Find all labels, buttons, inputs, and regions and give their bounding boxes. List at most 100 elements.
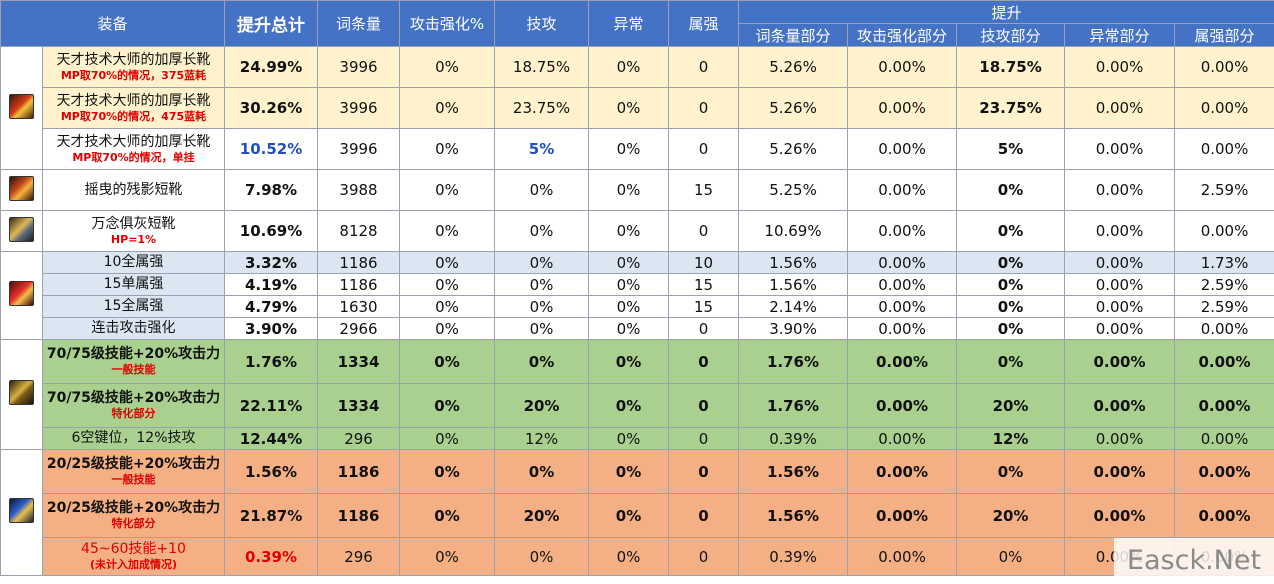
atk-cell: 0% — [399, 383, 496, 428]
skill-cell: 0% — [494, 317, 590, 340]
entries-cell: 2966 — [317, 317, 401, 340]
element-cell: 0 — [668, 46, 740, 88]
element-cell: 15 — [668, 295, 740, 318]
header-entries-part: 词条量部分 — [738, 23, 849, 47]
equipment-name: 20/25级技能+20%攻击力 — [46, 456, 221, 472]
abnormal-cell: 0% — [588, 317, 670, 340]
total-boost-cell: 30.26% — [224, 87, 319, 129]
element-part-cell: 0.00% — [1174, 427, 1274, 450]
equipment-note: 一般技能 — [111, 473, 156, 486]
table-row: 20/25级技能+20%攻击力 一般技能 1.56% 1186 0% 0% 0% 0 1.56%… — [0, 449, 1274, 576]
skill-cell: 0% — [494, 295, 590, 318]
equipment-name: 70/75级技能+20%攻击力 — [46, 346, 221, 362]
atk-part-cell: 0.00% — [847, 383, 958, 428]
entries-cell: 1186 — [317, 273, 401, 296]
total-boost-cell: 0.39% — [224, 537, 319, 576]
atk-cell: 0% — [399, 87, 496, 129]
abnormal-part-cell: 0.00% — [1064, 449, 1176, 494]
atk-cell: 0% — [399, 427, 496, 450]
skill-cell: 12% — [494, 427, 590, 450]
total-boost-cell: 4.19% — [224, 273, 319, 296]
shoes-icon — [9, 175, 34, 201]
icon-cell — [0, 46, 43, 170]
abnormal-part-cell: 0.00% — [1064, 46, 1176, 88]
skill-cell: 18.75% — [494, 46, 590, 88]
equipment-note: 特化部分 — [111, 407, 156, 420]
equipment-name: 连击攻击强化 — [91, 320, 176, 336]
header-atk: 攻击强化% — [399, 0, 496, 47]
abnormal-cell: 0% — [588, 210, 670, 252]
entries-part-cell: 1.76% — [738, 383, 849, 428]
entries-part-cell: 2.14% — [738, 295, 849, 318]
abnormal-part-cell: 0.00% — [1064, 295, 1176, 318]
table-row: 天才技术大师的加厚长靴 MP取70%的情况，375蓝耗 24.99% 3996 0% 18… — [0, 46, 1274, 170]
skill-cell: 0% — [494, 449, 590, 494]
total-boost-cell: 7.98% — [224, 169, 319, 211]
element-cell: 15 — [668, 169, 740, 211]
equipment-name-cell: 20/25级技能+20%攻击力 一般技能 — [41, 449, 226, 494]
entries-part-cell: 5.26% — [738, 128, 849, 170]
equipment-name: 6空键位，12%技攻 — [71, 430, 196, 446]
element-part-cell: 2.59% — [1174, 295, 1274, 318]
equipment-name-cell: 20/25级技能+20%攻击力 特化部分 — [41, 493, 226, 538]
abnormal-part-cell: 0.00% — [1064, 383, 1176, 428]
skill-part-cell: 5% — [956, 128, 1066, 170]
atk-part-cell: 0.00% — [847, 537, 958, 576]
skill-part-cell: 0% — [956, 210, 1066, 252]
entries-part-cell: 0.39% — [738, 427, 849, 450]
skill-part-cell: 0% — [956, 449, 1066, 494]
equipment-name-cell: 70/75级技能+20%攻击力 特化部分 — [41, 383, 226, 428]
entries-cell: 1186 — [317, 493, 401, 538]
element-cell: 0 — [668, 537, 740, 576]
abnormal-part-cell: 0.00% — [1064, 87, 1176, 129]
element-part-cell: 0.00% — [1174, 449, 1274, 494]
header-boost: 提升 — [738, 0, 1274, 24]
skill-cell: 0% — [494, 339, 590, 384]
table-row: 6空键位，12%技攻 12.44% 296 0% 12% 0% 0 0.39% 0.00% 12%… — [1, 427, 1274, 450]
abnormal-cell: 0% — [588, 537, 670, 576]
total-boost-cell: 1.76% — [224, 339, 319, 384]
atk-part-cell: 0.00% — [847, 46, 958, 88]
total-boost-cell: 12.44% — [224, 427, 319, 450]
header-abnormal: 异常 — [588, 0, 670, 47]
element-cell: 0 — [668, 210, 740, 252]
abnormal-part-cell: 0.00% — [1064, 493, 1176, 538]
equipment-name-cell: 万念俱灰短靴 HP=1% — [41, 210, 226, 252]
atk-part-cell: 0.00% — [847, 493, 958, 538]
entries-part-cell: 1.56% — [738, 273, 849, 296]
abnormal-part-cell: 0.00% — [1064, 339, 1176, 384]
entries-cell: 296 — [317, 427, 401, 450]
entries-cell: 296 — [317, 537, 401, 576]
abnormal-part-cell: 0.00% — [1064, 317, 1176, 340]
icon-cell — [0, 449, 43, 576]
total-boost-cell: 22.11% — [224, 383, 319, 428]
icon-cell — [0, 339, 43, 450]
equipment-name-cell: 天才技术大师的加厚长靴 MP取70%的情况，375蓝耗 — [41, 46, 226, 88]
skill-cell: 0% — [494, 537, 590, 576]
abnormal-part-cell: 0.00% — [1064, 210, 1176, 252]
equipment-note: HP=1% — [110, 232, 157, 246]
element-part-cell: 2.59% — [1174, 169, 1274, 211]
element-cell: 0 — [668, 383, 740, 428]
belt-icon — [9, 380, 34, 405]
equipment-name: 70/75级技能+20%攻击力 — [46, 390, 221, 406]
atk-part-cell: 0.00% — [847, 169, 958, 211]
equipment-name: 15全属强 — [103, 298, 164, 314]
atk-part-cell: 0.00% — [847, 317, 958, 340]
skill-part-cell: 20% — [956, 493, 1066, 538]
element-cell: 0 — [668, 493, 740, 538]
boots-icon — [9, 93, 34, 119]
abnormal-part-cell: 0.00% — [1064, 128, 1176, 170]
equipment-name: 15单属强 — [103, 276, 164, 292]
equipment-name-cell: 连击攻击强化 — [41, 317, 226, 340]
abnormal-cell: 0% — [588, 427, 670, 450]
table-row: 连击攻击强化 3.90% 2966 0% 0% 0% 0 3.90% 0.00% 0% 0.00% 0… — [1, 317, 1274, 340]
abnormal-cell: 0% — [588, 339, 670, 384]
element-part-cell: 0.00% — [1174, 128, 1274, 170]
atk-cell: 0% — [399, 273, 496, 296]
header-abnormal-part: 异常部分 — [1064, 23, 1176, 47]
total-boost-cell: 4.79% — [224, 295, 319, 318]
equipment-name-cell: 6空键位，12%技攻 — [41, 427, 226, 450]
equipment-note: 一般技能 — [111, 363, 156, 376]
